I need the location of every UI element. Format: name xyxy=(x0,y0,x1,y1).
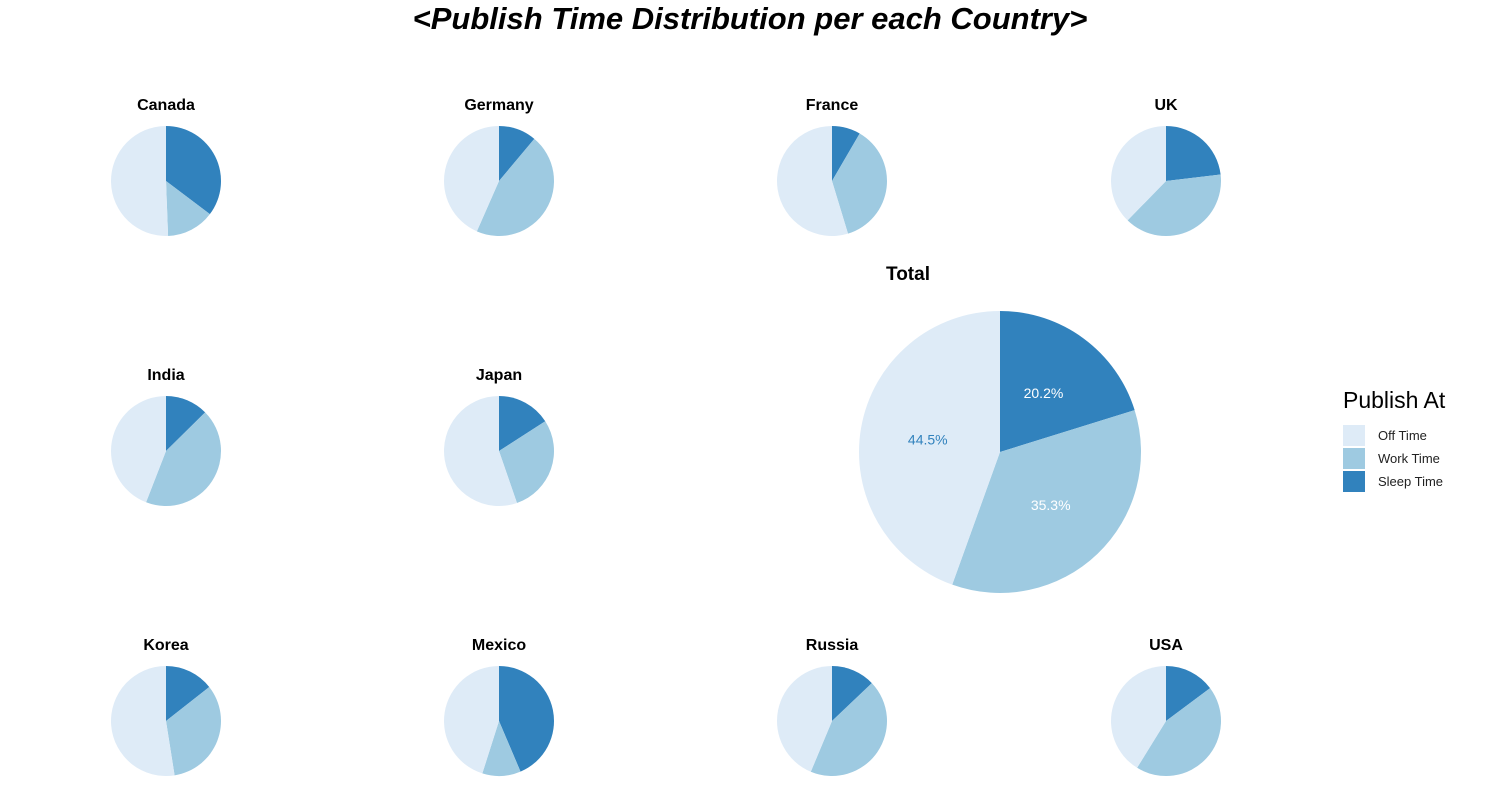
pie-uk-slice-work-time xyxy=(1127,174,1221,236)
pie-total-slice-sleep-time xyxy=(1000,311,1135,452)
pie-mexico-title: Mexico xyxy=(472,637,526,654)
pie-korea-title: Korea xyxy=(143,637,188,654)
pie-canada-slice-work-time xyxy=(166,181,210,236)
pie-germany-slice-sleep-time xyxy=(499,126,535,181)
pie-france-slice-off-time xyxy=(777,126,849,237)
pie-canada-slice-sleep-time xyxy=(166,126,221,215)
pie-india-title: India xyxy=(147,367,184,384)
pie-total-label-off-time: 44.5% xyxy=(908,431,948,447)
legend-item-off-time: Off Time xyxy=(1343,424,1493,447)
pie-uk-title: UK xyxy=(1154,97,1178,114)
legend-label-off-time: Off Time xyxy=(1378,428,1427,443)
pie-russia-slice-sleep-time xyxy=(832,666,872,721)
legend-swatch-work-time xyxy=(1343,448,1365,469)
pie-russia-slice-off-time xyxy=(777,666,832,772)
pie-france-slice-work-time xyxy=(832,133,888,234)
pie-total-slice-off-time xyxy=(859,311,1000,585)
pie-russia-title: Russia xyxy=(806,637,859,654)
legend: Publish At Off Time Work Time Sleep Time xyxy=(1343,386,1493,493)
pie-india-slice-sleep-time xyxy=(166,396,206,451)
legend-label-work-time: Work Time xyxy=(1378,451,1440,466)
pie-korea-slice-sleep-time xyxy=(166,666,210,721)
legend-swatch-sleep-time xyxy=(1343,471,1365,492)
pie-japan-title: Japan xyxy=(476,367,522,384)
pie-total-title: Total xyxy=(886,264,930,285)
pie-france-slice-sleep-time xyxy=(832,126,860,181)
pie-korea-slice-off-time xyxy=(110,666,175,776)
pie-total-label-work-time: 35.3% xyxy=(1031,497,1071,513)
legend-item-sleep-time: Sleep Time xyxy=(1343,470,1493,493)
pie-japan-slice-off-time xyxy=(443,396,517,507)
legend-title: Publish At xyxy=(1343,387,1446,413)
pie-usa-slice-off-time xyxy=(1111,666,1166,768)
pie-germany-slice-off-time xyxy=(444,126,499,232)
legend-label-sleep-time: Sleep Time xyxy=(1378,474,1444,489)
pie-uk-slice-off-time xyxy=(1111,126,1166,221)
pie-total-label-sleep-time: 20.2% xyxy=(1024,385,1064,401)
pie-germany-slice-work-time xyxy=(476,138,555,236)
legend-item-work-time: Work Time xyxy=(1343,447,1493,470)
pie-canada-slice-off-time xyxy=(110,126,169,236)
pie-russia-slice-work-time xyxy=(810,683,887,776)
legend-swatch-off-time xyxy=(1343,425,1365,446)
pie-france-title: France xyxy=(806,97,859,114)
pie-usa-slice-work-time xyxy=(1137,688,1221,777)
pie-total-slice-work-time xyxy=(952,410,1141,593)
pie-usa-slice-sleep-time xyxy=(1166,666,1211,721)
pie-korea-slice-work-time xyxy=(166,687,221,776)
pie-germany-title: Germany xyxy=(464,97,533,114)
pie-mexico-slice-off-time xyxy=(444,666,499,774)
pie-mexico-slice-work-time xyxy=(482,721,521,777)
pie-mexico-slice-sleep-time xyxy=(499,666,554,772)
pie-canada-title: Canada xyxy=(137,97,195,114)
pie-japan-slice-sleep-time xyxy=(499,396,546,451)
pie-usa-title: USA xyxy=(1149,637,1183,654)
chart-title: <Publish Time Distribution per each Coun… xyxy=(412,1,1088,36)
pie-india-slice-off-time xyxy=(111,396,166,503)
pie-uk-slice-sleep-time xyxy=(1166,126,1221,181)
pie-india-slice-work-time xyxy=(146,412,221,506)
pie-japan-slice-work-time xyxy=(499,421,554,503)
